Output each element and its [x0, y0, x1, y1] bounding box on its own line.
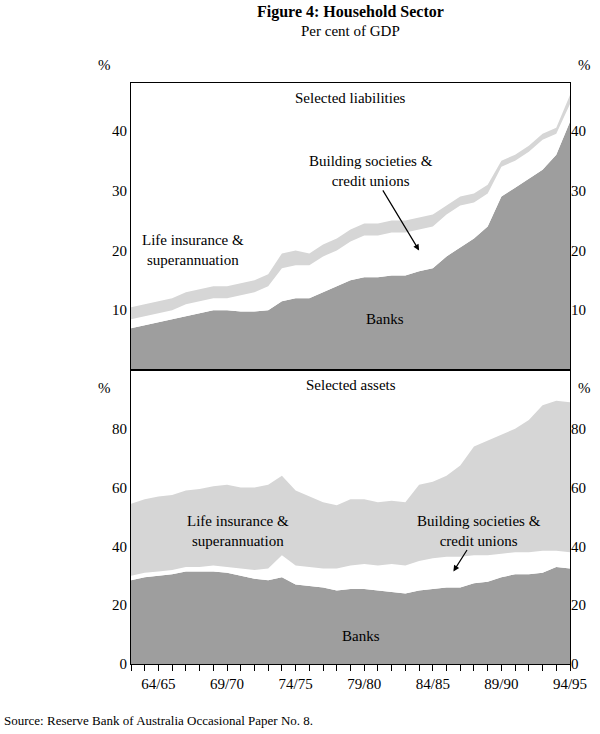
svg-text:Selected liabilities: Selected liabilities [295, 90, 406, 106]
svg-text:30: 30 [571, 183, 586, 199]
svg-text:Building societies &credit uni: Building societies &credit unions [417, 513, 541, 549]
svg-text:69/70: 69/70 [210, 676, 244, 692]
svg-text:94/95: 94/95 [553, 676, 587, 692]
svg-text:60: 60 [571, 480, 586, 496]
svg-text:Banks: Banks [342, 628, 380, 644]
svg-text:40: 40 [112, 539, 127, 555]
svg-text:Per cent of GDP: Per cent of GDP [301, 23, 400, 39]
svg-text:84/85: 84/85 [416, 676, 450, 692]
svg-text:%: % [98, 57, 111, 73]
svg-text:64/65: 64/65 [141, 676, 175, 692]
svg-text:60: 60 [112, 480, 127, 496]
svg-text:20: 20 [571, 597, 586, 613]
svg-text:79/80: 79/80 [347, 676, 381, 692]
svg-text:30: 30 [112, 183, 127, 199]
svg-text:0: 0 [120, 656, 128, 672]
svg-text:80: 80 [112, 421, 127, 437]
svg-text:74/75: 74/75 [279, 676, 313, 692]
svg-text:0: 0 [571, 656, 579, 672]
svg-text:Selected assets: Selected assets [306, 377, 396, 393]
svg-text:%: % [98, 380, 111, 396]
svg-text:Banks: Banks [366, 311, 404, 327]
svg-text:10: 10 [571, 302, 586, 318]
svg-text:20: 20 [112, 243, 127, 259]
svg-text:40: 40 [571, 539, 586, 555]
svg-text:10: 10 [112, 302, 127, 318]
svg-text:89/90: 89/90 [484, 676, 518, 692]
svg-text:Life insurance &superannuation: Life insurance &superannuation [187, 513, 289, 549]
svg-text:%: % [578, 57, 591, 73]
svg-text:%: % [578, 380, 591, 396]
svg-text:20: 20 [571, 243, 586, 259]
svg-text:Life insurance &superannuation: Life insurance &superannuation [142, 232, 244, 268]
svg-text:40: 40 [571, 123, 586, 139]
svg-text:Source: Reserve Bank of Austra: Source: Reserve Bank of Australia Occasi… [4, 713, 313, 728]
svg-text:80: 80 [571, 421, 586, 437]
svg-text:Figure 4: Household Sector: Figure 4: Household Sector [257, 3, 444, 21]
svg-text:20: 20 [112, 597, 127, 613]
svg-text:Building societies &credit uni: Building societies &credit unions [309, 153, 433, 189]
svg-text:40: 40 [112, 123, 127, 139]
